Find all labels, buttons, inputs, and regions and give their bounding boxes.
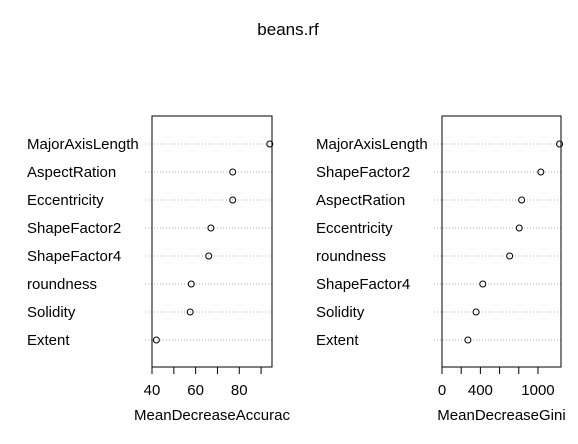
- data-point: [537, 168, 545, 176]
- category-label: MajorAxisLength: [27, 136, 139, 153]
- data-point: [152, 336, 160, 344]
- x-tick-label: 80: [231, 382, 248, 399]
- data-point: [186, 308, 194, 316]
- category-label: AspectRation: [27, 164, 116, 181]
- panel-mean-decrease-gini: MajorAxisLength ShapeFactor2 AspectRation E…: [316, 115, 566, 424]
- data-point: [187, 280, 195, 288]
- data-point: [229, 168, 237, 176]
- plot-frame: [151, 115, 273, 368]
- x-axis-label: MeanDecreaseAccurac: [134, 407, 290, 424]
- category-label: Eccentricity: [27, 192, 104, 209]
- category-label: Extent: [316, 332, 359, 349]
- category-label: Solidity: [316, 304, 365, 321]
- x-tick-label: 0: [438, 382, 446, 399]
- data-point: [556, 140, 564, 148]
- data-point: [207, 224, 215, 232]
- plot-frame: [441, 115, 562, 368]
- chart-title: beans.rf: [257, 20, 319, 39]
- category-label: ShapeFactor2: [27, 220, 121, 237]
- data-point: [205, 252, 213, 260]
- category-label: Extent: [27, 332, 70, 349]
- x-tick-label: 40: [144, 382, 161, 399]
- data-point: [229, 196, 237, 204]
- category-label: Solidity: [27, 304, 76, 321]
- category-label: ShapeFactor2: [316, 164, 410, 181]
- data-point: [518, 196, 526, 204]
- panel-mean-decrease-accuracy: MajorAxisLength AspectRation Eccentricity S…: [27, 115, 290, 424]
- x-tick-label: 400: [468, 382, 493, 399]
- data-point: [266, 140, 274, 148]
- category-label: ShapeFactor4: [316, 276, 410, 293]
- data-point: [506, 252, 514, 260]
- x-tick-label: 60: [187, 382, 204, 399]
- x-axis-label: MeanDecreaseGini: [437, 407, 565, 424]
- data-point: [479, 280, 487, 288]
- data-point: [472, 308, 480, 316]
- data-point: [464, 336, 472, 344]
- x-tick-label: 1000: [521, 382, 554, 399]
- category-label: MajorAxisLength: [316, 136, 428, 153]
- category-label: ShapeFactor4: [27, 248, 121, 265]
- data-point: [515, 224, 523, 232]
- category-label: AspectRation: [316, 192, 405, 209]
- category-label: Eccentricity: [316, 220, 393, 237]
- category-label: roundness: [27, 276, 97, 293]
- category-label: roundness: [316, 248, 386, 265]
